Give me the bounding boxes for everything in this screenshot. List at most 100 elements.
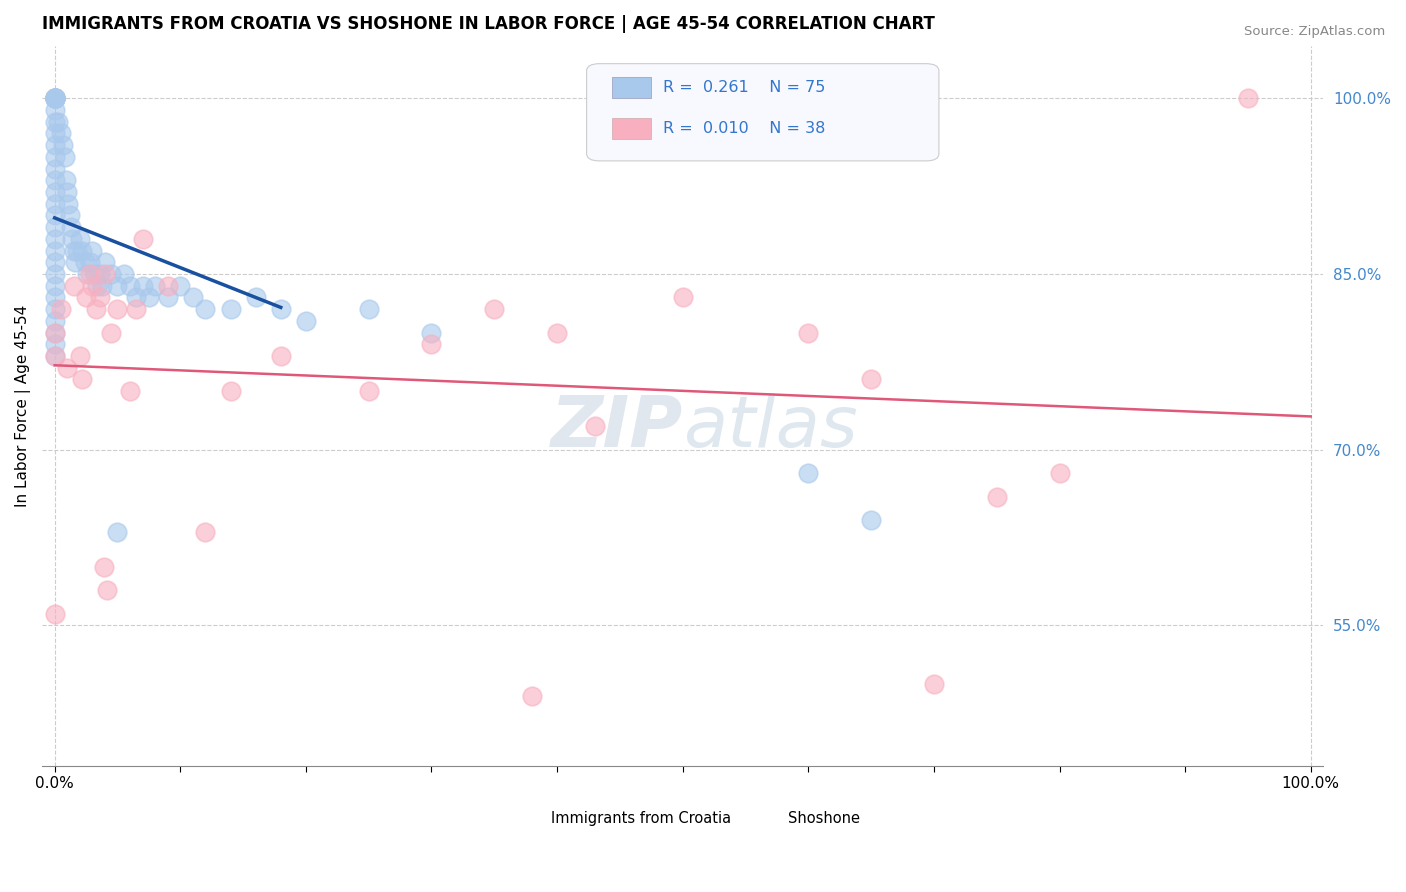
Point: [922, 677, 945, 691]
Text: atlas: atlas: [683, 392, 858, 462]
Point: [82, 278, 104, 293]
Point: [49, 127, 72, 141]
Point: [63, 255, 86, 269]
Point: [44, 349, 66, 363]
Point: [520, 689, 543, 703]
Point: [72, 372, 94, 386]
Point: [48, 115, 70, 129]
Point: [84, 302, 107, 317]
Point: [62, 278, 84, 293]
Point: [44, 209, 66, 223]
Point: [181, 290, 204, 304]
Point: [125, 302, 148, 317]
Point: [79, 267, 101, 281]
Point: [53, 150, 76, 164]
Point: [797, 466, 820, 480]
Point: [583, 419, 606, 434]
Point: [107, 302, 129, 317]
Point: [44, 103, 66, 117]
Point: [60, 232, 83, 246]
Text: IMMIGRANTS FROM CROATIA VS SHOSHONE IN LABOR FORCE | AGE 45-54 CORRELATION CHART: IMMIGRANTS FROM CROATIA VS SHOSHONE IN L…: [42, 15, 935, 33]
Point: [219, 384, 242, 398]
FancyBboxPatch shape: [612, 118, 651, 139]
Point: [44, 150, 66, 164]
Point: [44, 255, 66, 269]
Point: [69, 232, 91, 246]
Point: [44, 173, 66, 187]
Point: [79, 255, 101, 269]
Point: [357, 302, 380, 317]
Point: [44, 91, 66, 105]
Point: [69, 349, 91, 363]
Point: [59, 209, 82, 223]
Point: [100, 326, 122, 340]
Point: [131, 278, 153, 293]
Point: [44, 91, 66, 105]
Point: [44, 232, 66, 246]
Point: [44, 91, 66, 105]
Point: [131, 232, 153, 246]
Point: [118, 384, 141, 398]
Point: [56, 360, 79, 375]
Point: [194, 524, 217, 539]
Point: [55, 173, 77, 187]
Point: [169, 278, 191, 293]
Point: [49, 302, 72, 317]
Point: [44, 349, 66, 363]
Point: [484, 302, 506, 317]
Point: [44, 91, 66, 105]
Point: [107, 278, 129, 293]
Point: [44, 185, 66, 199]
Point: [986, 490, 1008, 504]
Point: [66, 244, 89, 258]
Point: [44, 196, 66, 211]
Text: Shoshone: Shoshone: [787, 811, 859, 826]
Point: [194, 302, 217, 317]
Point: [94, 267, 117, 281]
Point: [44, 278, 66, 293]
Point: [83, 267, 105, 281]
Point: [76, 267, 98, 281]
Point: [62, 244, 84, 258]
Point: [1237, 91, 1260, 105]
Point: [44, 267, 66, 281]
Point: [44, 138, 66, 153]
Point: [73, 255, 96, 269]
Point: [112, 267, 135, 281]
FancyBboxPatch shape: [612, 77, 651, 98]
Point: [44, 326, 66, 340]
Point: [44, 91, 66, 105]
Text: Source: ZipAtlas.com: Source: ZipAtlas.com: [1244, 25, 1385, 38]
Point: [860, 513, 883, 527]
Point: [219, 302, 242, 317]
Point: [91, 278, 114, 293]
Point: [44, 326, 66, 340]
Point: [270, 302, 292, 317]
Point: [44, 302, 66, 317]
Point: [86, 278, 108, 293]
Point: [44, 91, 66, 105]
Point: [1049, 466, 1071, 480]
Point: [44, 244, 66, 258]
Point: [100, 267, 122, 281]
Point: [59, 220, 82, 235]
Point: [357, 384, 380, 398]
Point: [82, 244, 104, 258]
Point: [44, 290, 66, 304]
Point: [672, 290, 695, 304]
Point: [420, 326, 443, 340]
Point: [295, 314, 318, 328]
Point: [44, 91, 66, 105]
Text: R =  0.261    N = 75: R = 0.261 N = 75: [664, 80, 825, 95]
Point: [56, 185, 79, 199]
Point: [270, 349, 292, 363]
Point: [107, 524, 129, 539]
Point: [58, 196, 80, 211]
FancyBboxPatch shape: [516, 808, 544, 829]
FancyBboxPatch shape: [754, 808, 782, 829]
Point: [52, 138, 75, 153]
Point: [44, 337, 66, 351]
Point: [245, 290, 267, 304]
Point: [156, 290, 179, 304]
Point: [94, 255, 117, 269]
